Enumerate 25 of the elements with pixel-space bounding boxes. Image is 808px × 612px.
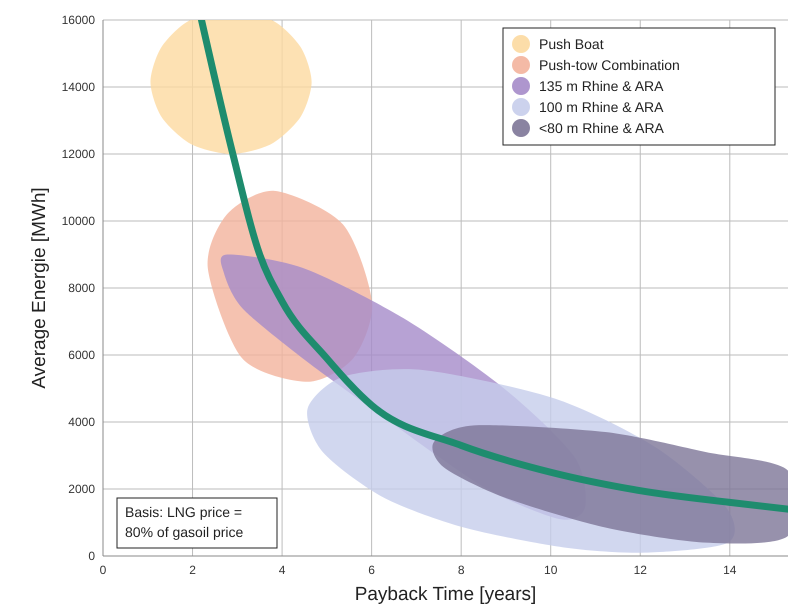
annotation: Basis: LNG price = 80% of gasoil price bbox=[125, 504, 244, 540]
legend-label: Push-tow Combination bbox=[539, 57, 680, 73]
y-tick-label: 10000 bbox=[62, 214, 96, 228]
legend-label: 100 m Rhine & ARA bbox=[539, 99, 664, 115]
y-tick-label: 8000 bbox=[68, 281, 96, 295]
y-tick-label: 2000 bbox=[68, 482, 96, 496]
x-tick-label: 10 bbox=[544, 563, 558, 577]
legend-label: 135 m Rhine & ARA bbox=[539, 78, 664, 94]
legend-label: <80 m Rhine & ARA bbox=[539, 120, 665, 136]
x-tick-label: 0 bbox=[100, 563, 107, 577]
y-tick-label: 16000 bbox=[62, 13, 96, 27]
y-tick-label: 6000 bbox=[68, 348, 96, 362]
y-tick-label: 4000 bbox=[68, 415, 96, 429]
x-tick-label: 14 bbox=[723, 563, 737, 577]
y-axis-title: Average Energie [MWh] bbox=[29, 187, 50, 389]
x-tick-label: 2 bbox=[189, 563, 196, 577]
x-tick-label: 4 bbox=[278, 563, 286, 577]
x-tick-label: 8 bbox=[458, 563, 465, 577]
y-tick-label: 12000 bbox=[62, 147, 96, 161]
x-tick-label: 6 bbox=[368, 563, 376, 577]
y-tick-label: 0 bbox=[88, 549, 96, 563]
y-tick-label: 14000 bbox=[62, 80, 96, 94]
x-tick-label: 12 bbox=[634, 563, 648, 577]
legend-label: Push Boat bbox=[539, 36, 604, 52]
x-axis-title: Payback Time [years] bbox=[354, 584, 536, 605]
